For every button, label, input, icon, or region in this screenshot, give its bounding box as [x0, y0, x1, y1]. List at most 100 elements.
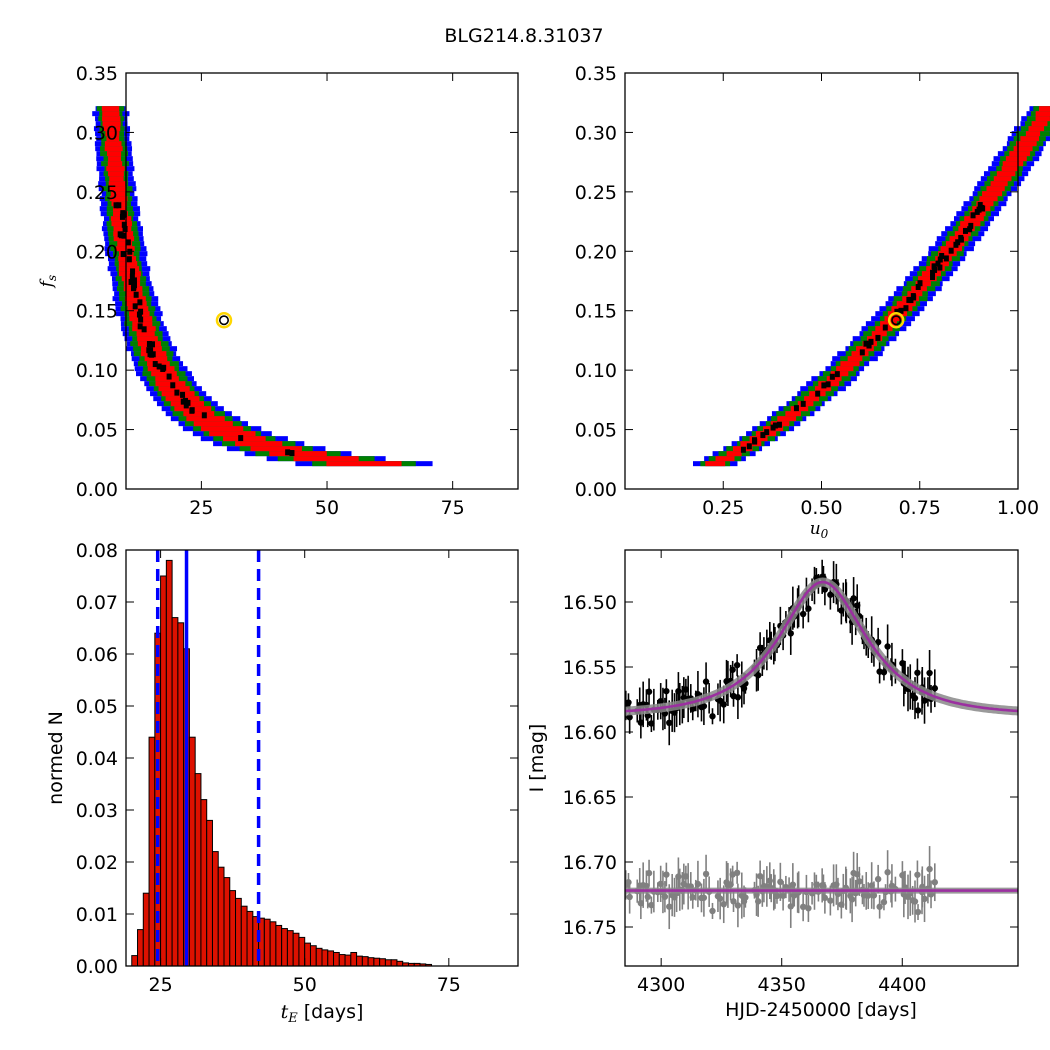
residual-point — [661, 893, 669, 900]
residual-point — [666, 903, 673, 910]
density-cell — [105, 131, 120, 137]
density-cell — [326, 461, 402, 467]
best-fit-marker — [887, 311, 905, 329]
density-cell — [976, 201, 994, 207]
sample-point — [126, 256, 132, 263]
density-cell — [104, 141, 122, 147]
x-tick-label: 4350 — [758, 974, 806, 996]
density-cell — [117, 241, 133, 247]
y-tick-label: 0.08 — [76, 540, 118, 562]
residual-point — [921, 895, 928, 903]
best-fit-center — [219, 315, 230, 326]
sample-point — [138, 316, 144, 323]
sample-point — [930, 274, 936, 281]
residual-point — [689, 894, 696, 901]
sample-point — [764, 429, 770, 436]
density-cell — [269, 451, 327, 457]
x-tick-label: 0.25 — [702, 497, 744, 519]
sample-point — [943, 255, 949, 262]
histogram-bar — [137, 929, 144, 967]
residual-point — [754, 898, 762, 905]
density-cell — [896, 301, 916, 307]
residual-point — [702, 870, 710, 878]
sample-point — [146, 347, 152, 354]
sample-point — [125, 239, 131, 246]
density-cell — [1035, 111, 1050, 117]
y-tick-label: 16.55 — [563, 657, 617, 679]
histogram-bar — [315, 947, 323, 967]
residual-point — [773, 892, 781, 900]
panel-u0-fs: 0.25 0.50 0.75 1.00 0.00 0.05 0.10 0.15 0.20 0.25… — [575, 63, 1050, 541]
panel-lightcurve: 4300 4350 4400 16.50 16.55 16.60 16.65 16.70 16.… — [526, 549, 1019, 1021]
data-point — [754, 671, 762, 679]
density-cell — [915, 281, 931, 287]
histogram-bar — [148, 736, 156, 967]
residual-point — [914, 871, 921, 878]
y-tick-label: 0.25 — [575, 182, 617, 204]
density-cell — [144, 356, 168, 362]
data-point — [645, 688, 653, 695]
sample-point — [120, 251, 126, 258]
sample-point — [903, 305, 909, 312]
y-tick-label: 0.10 — [76, 360, 118, 382]
data-point — [931, 685, 939, 692]
sample-point — [119, 213, 125, 220]
sample-point — [130, 268, 136, 275]
sample-point — [968, 222, 974, 229]
density-cell — [986, 186, 1005, 192]
data-point — [921, 697, 928, 704]
density-cell — [918, 276, 937, 282]
y-tick-label: 0.01 — [76, 904, 118, 926]
histogram-bar — [350, 951, 358, 967]
sample-point — [976, 206, 982, 213]
density-cell — [1013, 146, 1033, 152]
sample-point — [967, 226, 973, 233]
y-tick-label: 0.10 — [575, 360, 617, 382]
sample-point — [180, 391, 186, 398]
x-tick-label: 25 — [148, 974, 172, 996]
histogram-bar — [338, 954, 346, 967]
sample-point — [829, 373, 835, 380]
sample-point — [898, 307, 904, 314]
lightcurve-ylabel: I [mag] — [526, 724, 548, 793]
tE-histogram-ylabel: normed N — [45, 711, 67, 805]
y-tick-label: 0.15 — [76, 301, 118, 323]
photometry-points — [625, 559, 939, 746]
data-point — [709, 713, 716, 720]
sample-point — [746, 443, 752, 450]
density-cell — [1020, 136, 1040, 142]
sample-point — [141, 326, 147, 333]
histogram-bar — [356, 955, 363, 967]
lightcurve-xlabel: HJD-2450000 [days] — [725, 999, 917, 1021]
density-cell — [118, 261, 138, 267]
y-tick-label: 0.06 — [76, 644, 118, 666]
density-cell — [158, 386, 190, 392]
histogram-bar — [223, 877, 231, 967]
density-cell — [293, 456, 359, 462]
sample-point — [133, 291, 139, 298]
sample-point — [128, 278, 134, 285]
residual-points — [625, 846, 939, 930]
density-cell — [1035, 116, 1050, 122]
sample-point — [160, 365, 166, 372]
y-tick-label: 0.05 — [76, 420, 118, 442]
density-cell — [106, 166, 125, 172]
tE-histogram-axes: 25 50 75 0.00 0.01 0.02 0.03 0.04 0.05 0.06 0.07 0.… — [76, 540, 518, 996]
sample-point — [834, 371, 840, 378]
density-cell — [982, 191, 1003, 197]
histogram-bar — [217, 866, 225, 967]
sample-point — [868, 338, 874, 345]
density-cell — [102, 121, 121, 127]
lightcurve-axes: 4300 4350 4400 16.50 16.55 16.60 16.65 16.70 16.… — [563, 550, 1018, 996]
histogram-bar — [246, 910, 254, 967]
sample-point — [166, 373, 172, 380]
sigma2-region — [96, 106, 416, 467]
residual-point — [648, 901, 655, 909]
residual-point — [734, 902, 742, 909]
histogram-bar — [390, 959, 398, 967]
panel-tE-fs: 25 50 75 0.00 0.05 0.10 0.15 0.20 0.25 0.30 0.35 f… — [37, 63, 519, 519]
histogram-bar — [292, 932, 300, 967]
density-cell — [847, 356, 863, 362]
density-cell — [108, 181, 126, 187]
figure-title: BLG214.8.31037 — [444, 25, 603, 47]
